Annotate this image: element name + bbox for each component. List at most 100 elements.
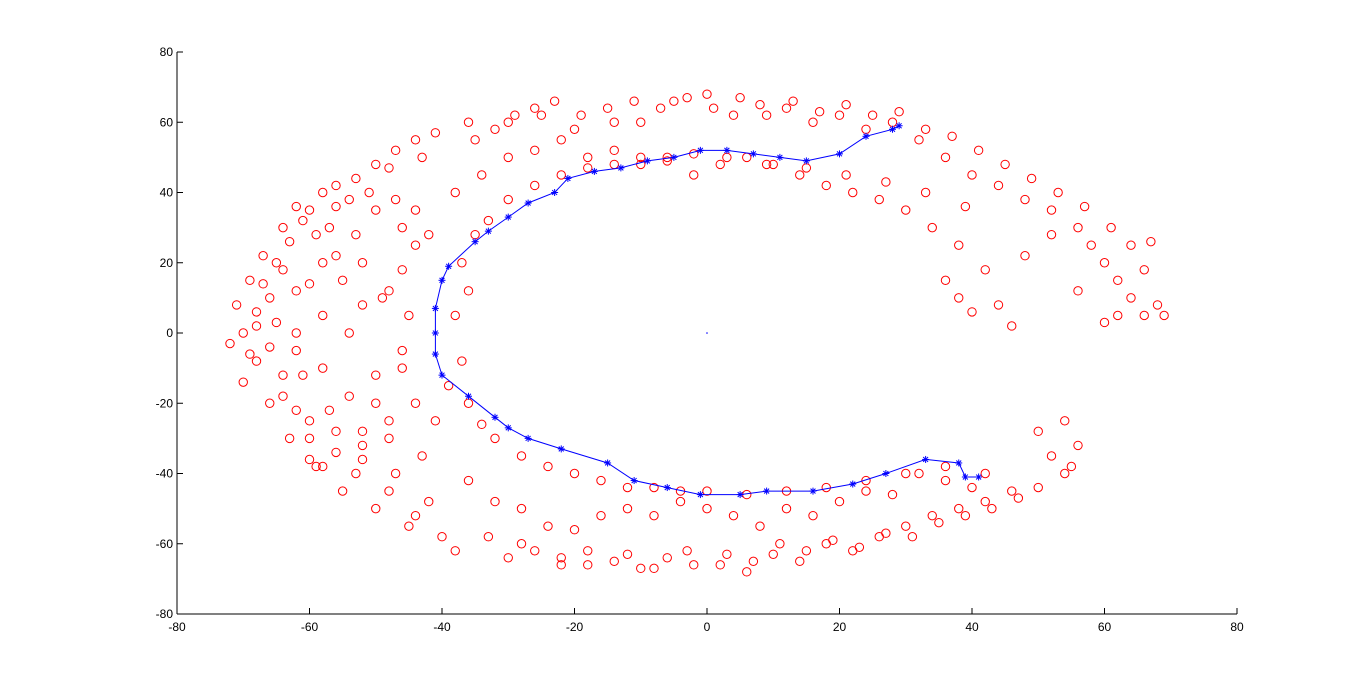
data-point — [1060, 468, 1070, 479]
data-point — [265, 342, 275, 352]
data-point — [775, 539, 785, 549]
curve-vertex-marker — [557, 445, 565, 453]
data-point — [384, 486, 394, 496]
data-point — [304, 433, 315, 444]
data-point — [1113, 310, 1123, 321]
data-point — [483, 215, 494, 226]
data-point — [337, 275, 348, 286]
data-point — [967, 170, 977, 180]
curve-vertex-marker — [776, 153, 784, 161]
data-point — [371, 205, 381, 215]
data-point — [973, 145, 984, 156]
data-point — [841, 99, 851, 110]
data-point — [940, 461, 951, 472]
data-point — [947, 131, 957, 142]
x-tick-label: -60 — [301, 620, 319, 634]
data-point — [728, 510, 739, 521]
data-point — [477, 419, 487, 430]
data-point — [636, 563, 646, 574]
data-point — [318, 363, 328, 373]
data-point — [1060, 416, 1070, 426]
data-point — [569, 124, 580, 134]
data-point — [291, 345, 301, 356]
data-point — [304, 416, 315, 426]
data-point — [324, 405, 335, 415]
data-point — [410, 510, 421, 521]
data-point — [318, 258, 328, 268]
curve-vertex-marker — [696, 491, 704, 499]
curve-vertex-marker — [551, 189, 559, 196]
data-point — [470, 229, 480, 240]
data-point — [258, 251, 268, 261]
data-point — [404, 310, 414, 321]
data-point — [410, 240, 421, 250]
data-point — [1007, 486, 1017, 496]
x-tick-label: 60 — [1098, 620, 1112, 634]
data-point — [622, 482, 633, 493]
data-point — [470, 135, 480, 145]
data-point — [457, 356, 467, 366]
data-point — [483, 532, 494, 542]
data-point — [841, 170, 851, 180]
data-point — [702, 89, 712, 99]
data-point — [357, 426, 368, 437]
curve-vertex-marker — [590, 167, 598, 175]
x-tick-label: 40 — [965, 620, 979, 634]
curve-vertex-marker — [889, 125, 896, 133]
data-point — [927, 222, 937, 233]
data-point — [861, 486, 871, 496]
data-point — [993, 300, 1004, 310]
data-point — [1126, 240, 1136, 250]
x-tick-label: -40 — [433, 620, 451, 634]
data-point — [463, 286, 474, 296]
data-point — [245, 349, 255, 359]
data-point — [516, 451, 527, 461]
data-point — [463, 117, 474, 127]
data-point — [722, 549, 732, 559]
curve-vertex-marker — [895, 122, 903, 130]
data-point — [457, 258, 467, 268]
data-point — [304, 279, 315, 289]
data-point — [583, 163, 593, 173]
data-point — [920, 124, 931, 134]
data-point — [397, 363, 407, 373]
data-point — [1113, 275, 1123, 286]
data-point — [258, 279, 268, 289]
curve-vertex-marker — [809, 487, 817, 495]
data-point — [463, 398, 474, 408]
data-point — [1020, 194, 1030, 205]
data-point — [901, 205, 911, 215]
data-point — [834, 110, 845, 120]
data-point — [503, 553, 513, 563]
data-point — [881, 177, 891, 187]
data-point — [914, 135, 924, 145]
curve-vertex-marker — [862, 132, 870, 140]
data-point — [602, 103, 613, 113]
curve-vertex-marker — [802, 157, 810, 165]
data-point — [357, 258, 368, 268]
data-point — [755, 99, 765, 110]
data-point — [901, 521, 911, 531]
data-point — [609, 159, 619, 170]
curve-vertex-marker — [431, 350, 439, 358]
data-point — [278, 370, 288, 380]
data-point — [351, 229, 361, 240]
data-point — [808, 510, 818, 521]
data-point — [265, 398, 275, 408]
y-tick-label: 60 — [160, 115, 174, 129]
data-point — [722, 152, 732, 163]
data-point — [649, 563, 659, 574]
curve-vertex-marker — [438, 371, 446, 379]
curve-vertex-marker — [749, 150, 757, 158]
data-point — [649, 482, 659, 493]
center-point-series — [706, 332, 708, 334]
data-point — [430, 416, 441, 426]
data-point — [967, 482, 977, 493]
data-point — [980, 265, 990, 275]
curve-vertex-marker — [504, 424, 512, 432]
data-point — [278, 222, 288, 233]
curve-vertex-marker — [670, 153, 678, 161]
data-point — [907, 532, 918, 542]
data-point — [324, 222, 335, 233]
data-point — [238, 328, 248, 338]
